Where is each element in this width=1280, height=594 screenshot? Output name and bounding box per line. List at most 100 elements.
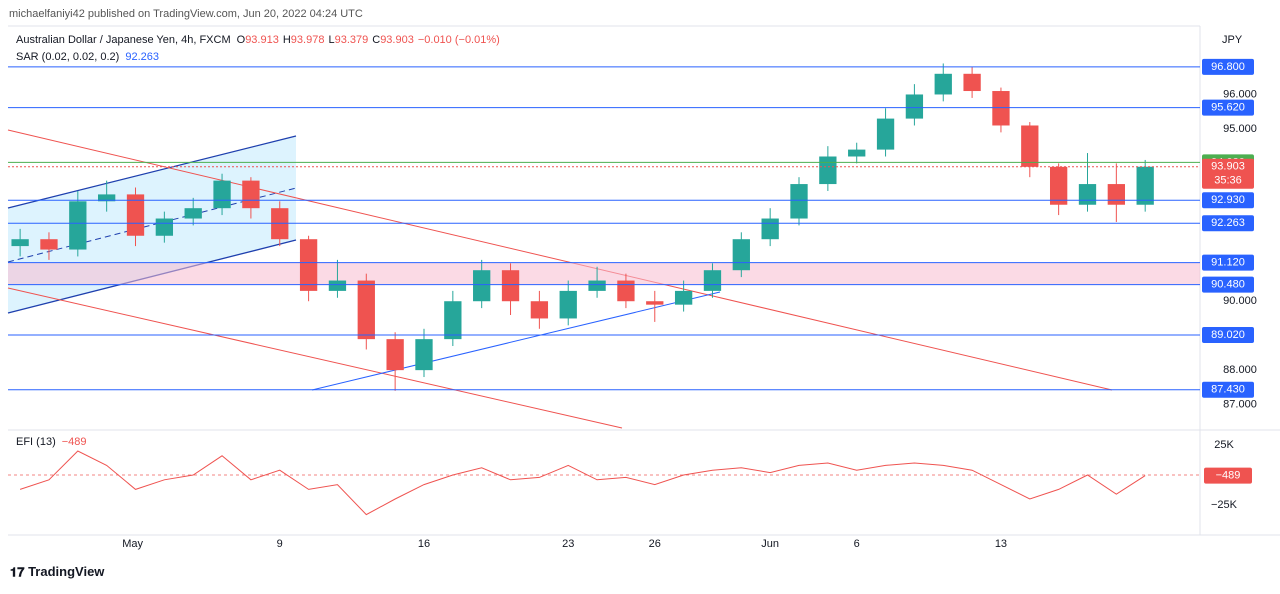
ohlc-key: O — [237, 34, 246, 46]
candle-body — [1107, 184, 1125, 205]
candle-body — [357, 280, 375, 340]
candle-body — [934, 73, 952, 95]
efi-box — [1204, 467, 1252, 484]
currency: JPY — [1222, 34, 1243, 46]
efi-title: EFI (13) −489 — [16, 436, 87, 448]
level-box — [1202, 276, 1254, 293]
y-tick-label: 95.000 — [1223, 123, 1257, 135]
candle-body — [69, 201, 87, 250]
brand-name: TradingView — [28, 564, 105, 579]
candle-body — [617, 280, 635, 302]
candle-body — [848, 149, 866, 157]
level-box — [1202, 58, 1254, 75]
level-box — [1202, 215, 1254, 232]
level-box — [1202, 192, 1254, 209]
candle-body — [415, 339, 433, 371]
channel-line — [7, 135, 297, 209]
candle-body — [473, 270, 491, 302]
candle-body — [444, 301, 462, 340]
level-label: 96.800 — [1211, 61, 1245, 73]
level-label: 90.480 — [1211, 279, 1245, 291]
level-label: 95.620 — [1211, 101, 1245, 113]
candle-body — [905, 94, 924, 119]
candle-body — [1078, 184, 1097, 205]
efi-label: EFI (13) — [16, 436, 56, 448]
level-box — [1202, 99, 1254, 116]
candle-body — [588, 280, 606, 291]
candle-body — [963, 73, 981, 92]
candle-body — [1021, 125, 1039, 167]
candle-body — [386, 339, 404, 371]
y-tick-label: 90.000 — [1223, 295, 1257, 307]
trend-line — [311, 291, 721, 391]
candle-body — [790, 184, 808, 219]
x-tick-label: 6 — [854, 538, 860, 550]
x-tick-label: 26 — [649, 538, 661, 550]
trend-line — [7, 129, 1113, 391]
ohlc-key: C — [372, 34, 380, 46]
y-tick-label: 25K — [1214, 439, 1234, 451]
candle-body — [703, 270, 722, 291]
x-tick-label: 9 — [277, 538, 283, 550]
level-box — [1202, 381, 1254, 398]
candle-body — [819, 156, 837, 185]
candle-body — [992, 91, 1010, 126]
candle-body — [761, 218, 779, 240]
y-tick-label: 88.000 — [1223, 364, 1257, 376]
candle-body — [646, 301, 664, 305]
ohlc-value: 93.903 — [380, 34, 414, 46]
candle-body — [732, 239, 750, 271]
candle-body — [1136, 166, 1154, 205]
candle-body — [328, 280, 347, 291]
candle-body — [242, 180, 260, 209]
ohlc-value: 93.379 — [335, 34, 369, 46]
candle-body — [674, 290, 693, 305]
efi-line — [19, 450, 1146, 516]
countdown: 35:36 — [1214, 175, 1242, 187]
y-tick-label: −25K — [1211, 499, 1238, 511]
sar-label: SAR (0.02, 0.02, 0.2) — [16, 51, 119, 63]
y-tick-label: 87.000 — [1223, 399, 1257, 411]
efi-current: −489 — [1216, 469, 1241, 481]
x-tick-label: 16 — [418, 538, 430, 550]
symbol-line: Australian Dollar / Japanese Yen, 4h, FX… — [16, 34, 500, 46]
level-label: 92.930 — [1211, 194, 1245, 206]
ohlc-value: 93.978 — [291, 34, 325, 46]
candle-body — [501, 270, 520, 302]
level-box — [1202, 254, 1254, 271]
level-label: 89.020 — [1211, 329, 1245, 341]
x-tick-label: May — [122, 538, 143, 550]
level-label: 92.263 — [1211, 217, 1245, 229]
brand: 𝟏𝟕 TradingView — [10, 564, 105, 579]
trend-line — [7, 287, 623, 429]
candle-body — [184, 208, 202, 219]
candle-body — [876, 118, 895, 150]
candle-body — [559, 290, 577, 319]
candle-body — [98, 194, 116, 202]
ohlc: O93.913 H93.978 L93.379 C93.903 — [237, 34, 414, 46]
ohlc-value: 93.913 — [245, 34, 279, 46]
ohlc-key: H — [283, 34, 291, 46]
candle-body — [213, 180, 231, 209]
level-label: 93.903 — [1211, 161, 1245, 173]
y-tick-label: 96.000 — [1223, 88, 1257, 100]
efi-value: −489 — [62, 436, 87, 448]
level-label: 91.120 — [1211, 257, 1245, 269]
symbol: Australian Dollar / Japanese Yen, 4h, FX… — [16, 34, 231, 46]
published: michaelfaniyi42 published on TradingView… — [9, 8, 363, 20]
candle-body — [1049, 166, 1068, 205]
candle-body — [530, 301, 549, 319]
candle-body — [299, 239, 318, 291]
candle-body — [40, 239, 58, 250]
candle-body — [126, 194, 145, 236]
x-tick-label: 13 — [995, 538, 1007, 550]
level-label: 87.430 — [1211, 384, 1245, 396]
level-box — [1202, 326, 1254, 343]
sar-value: 92.263 — [125, 51, 159, 63]
ohlc-key: L — [328, 34, 334, 46]
level-box — [1202, 158, 1254, 189]
change: −0.010 (−0.01%) — [418, 34, 500, 46]
candle-body — [155, 218, 174, 236]
